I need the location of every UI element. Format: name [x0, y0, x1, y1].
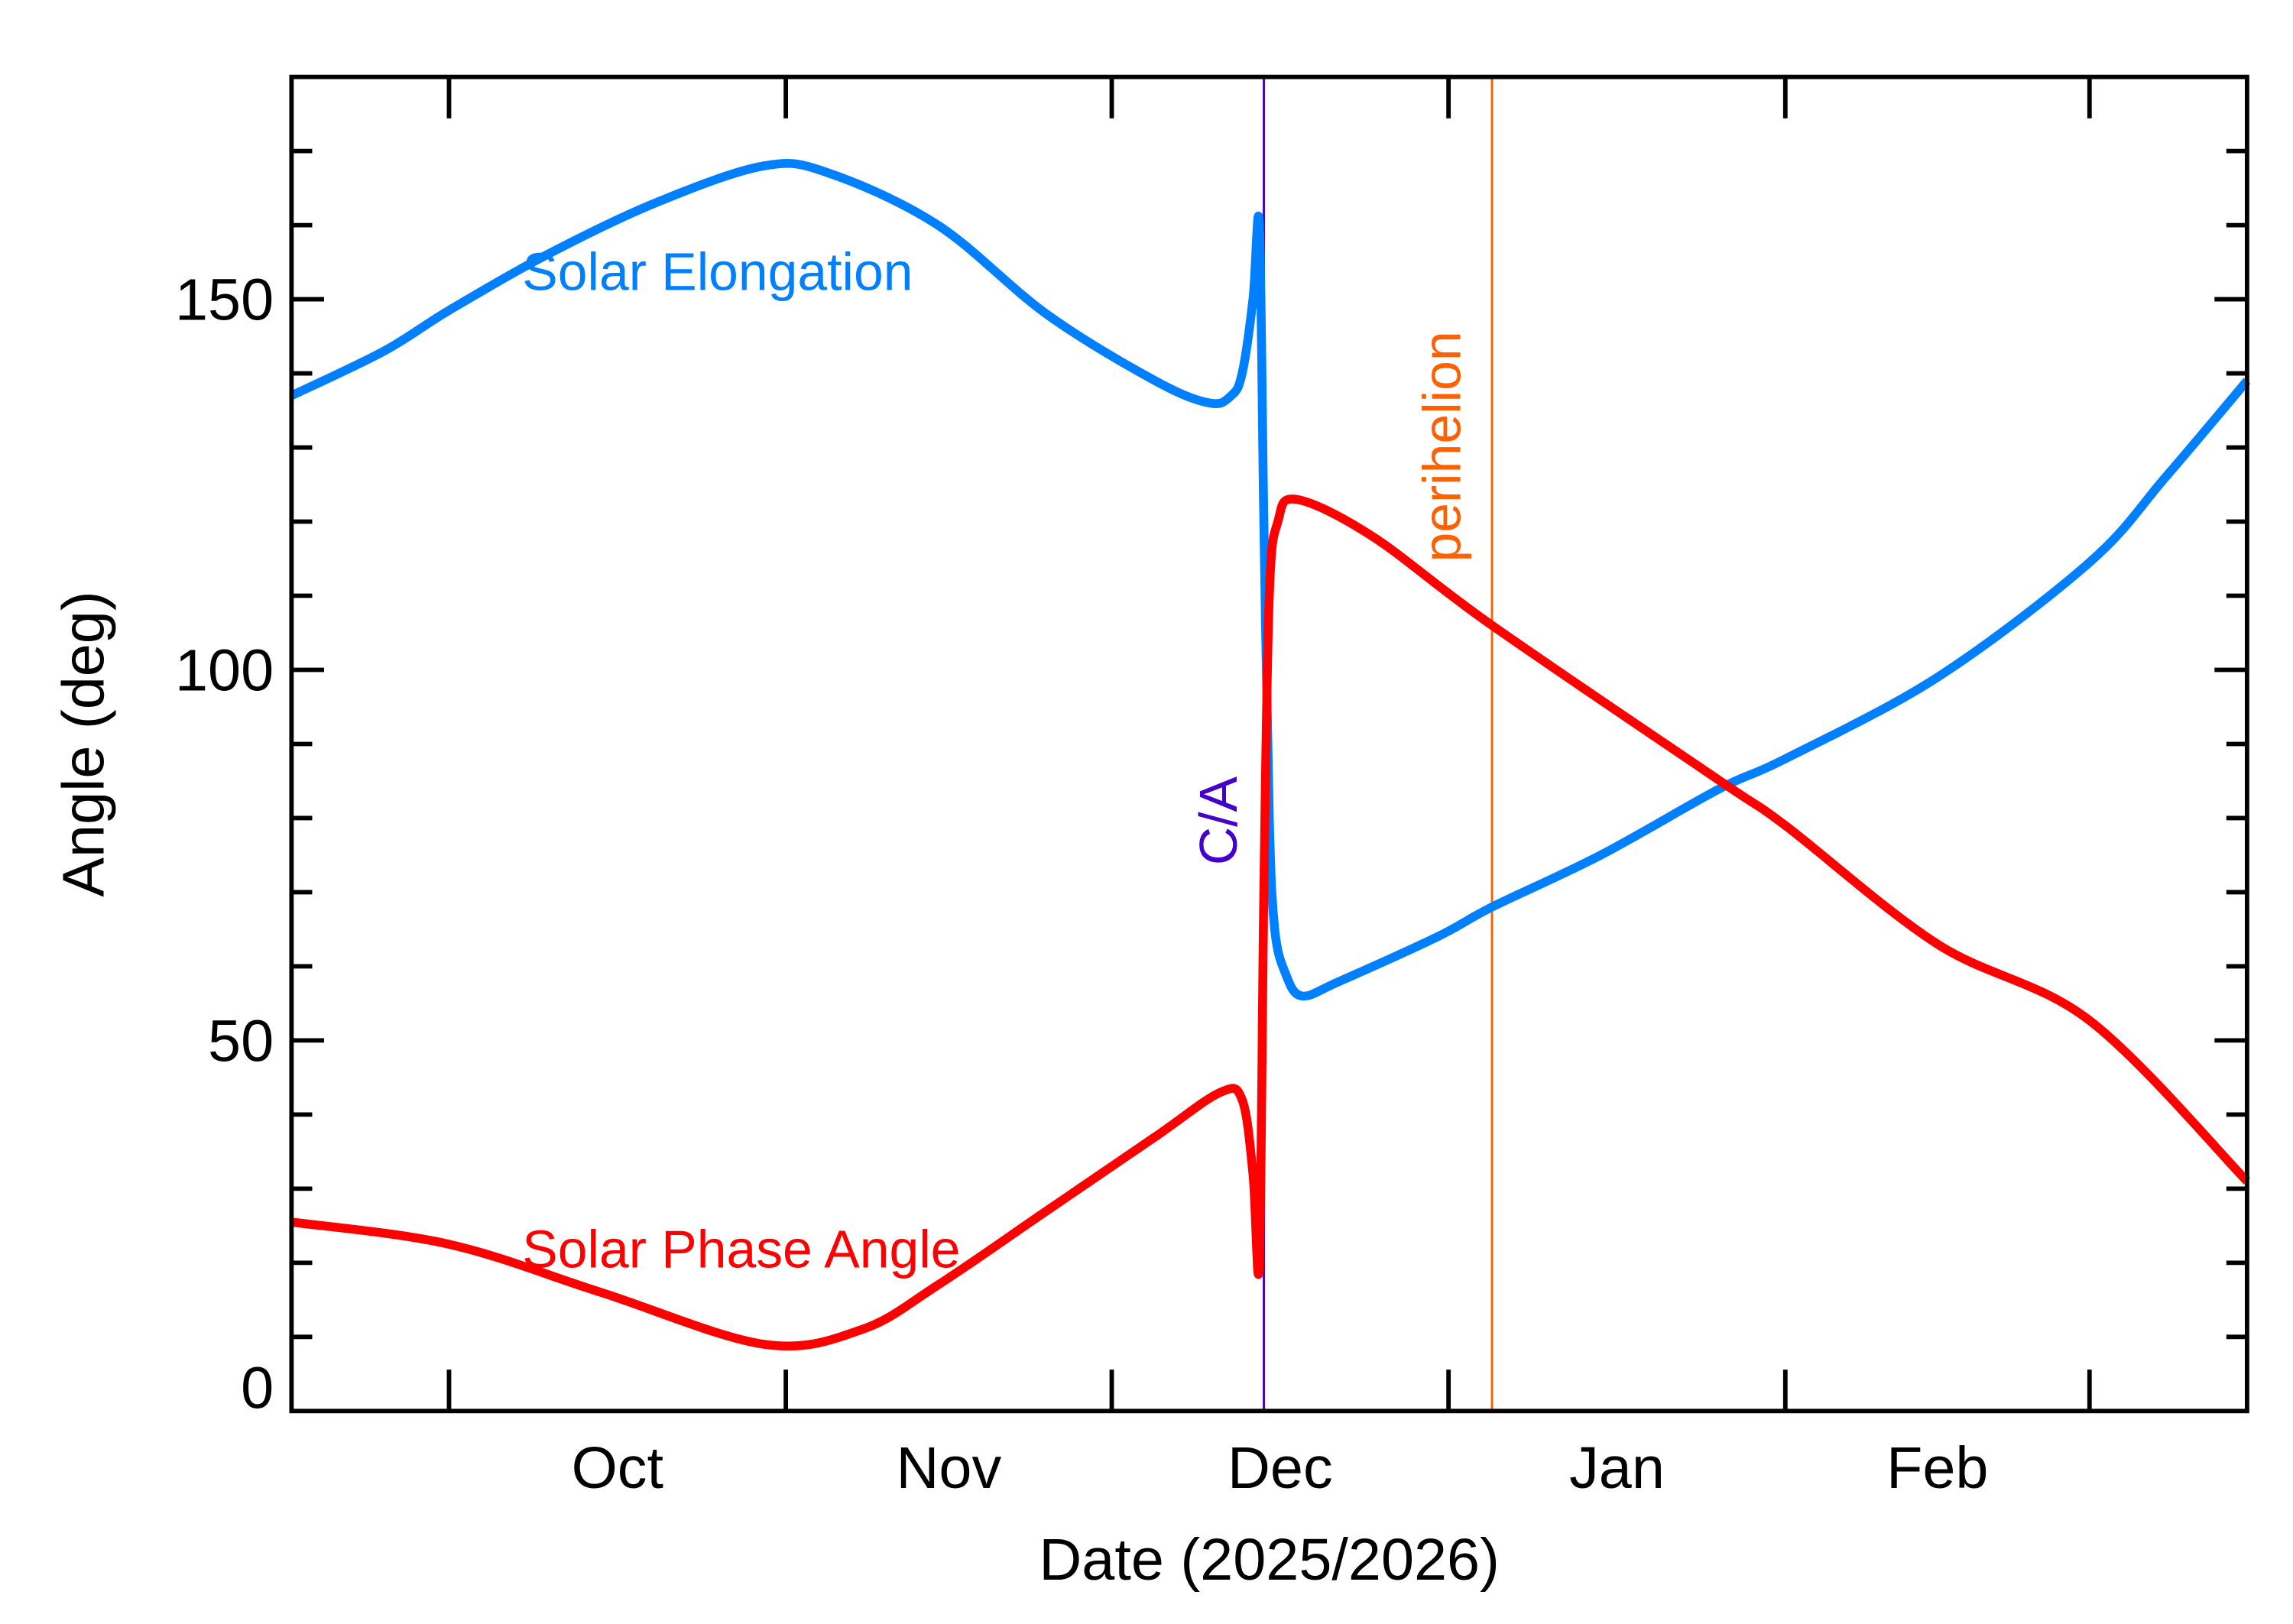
plot-frame [289, 74, 2249, 1414]
y-tick-label: 150 [175, 267, 274, 333]
x-tick-label-dec: Dec [1228, 1435, 1333, 1501]
x-tick-label-feb: Feb [1886, 1435, 1988, 1501]
x-tick-label-oct: Oct [572, 1435, 663, 1501]
series-line-solar-elongation [289, 159, 2251, 1001]
series-label-solar-elongation: Solar Elongation [522, 241, 913, 301]
marker-label-ca: C/A [1189, 776, 1248, 866]
axis-ticks [291, 76, 2247, 1412]
series-label-solar-phase-angle: Solar Phase Angle [522, 1220, 960, 1279]
y-tick-label: 50 [208, 1008, 274, 1074]
x-tick-label-nov: Nov [896, 1435, 1001, 1501]
tick-labels: 0 50 100 150 Oct Nov Dec Jan Feb [175, 267, 1988, 1501]
y-tick-label: 100 [175, 638, 274, 704]
marker-label-perihelion: perihelion [1412, 331, 1471, 562]
x-tick-label-jan: Jan [1569, 1435, 1665, 1501]
y-axis-label: Angle (deg) [51, 591, 117, 896]
vertical-markers [1263, 76, 1494, 1412]
series-line-solar-phase-angle [290, 494, 2251, 1351]
y-tick-label: 0 [241, 1355, 274, 1421]
x-axis-label: Date (2025/2026) [1039, 1527, 1499, 1593]
series-lines [289, 159, 2251, 1351]
